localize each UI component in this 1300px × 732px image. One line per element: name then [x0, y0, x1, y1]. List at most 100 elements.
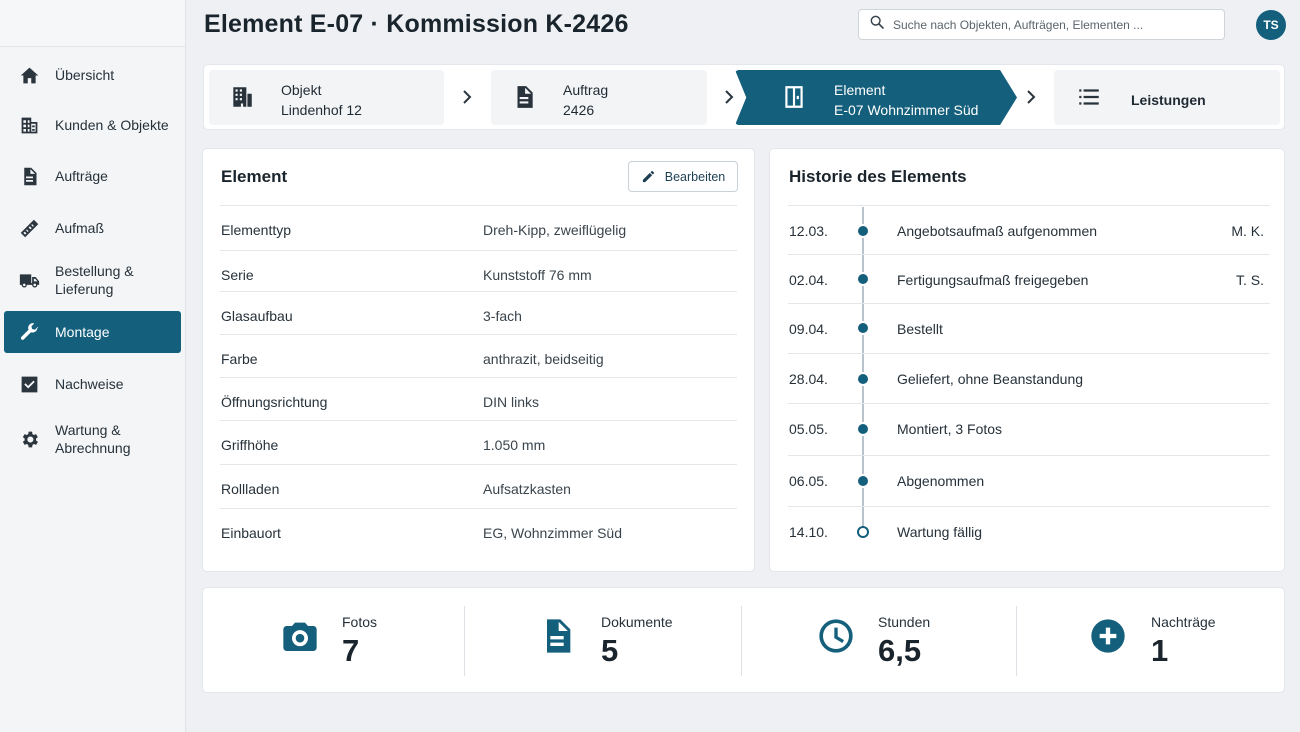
breadcrumb-item-leistungen[interactable]: Leistungen — [1054, 70, 1280, 125]
property-key: Öffnungsrichtung — [221, 394, 328, 410]
sidebar-header — [0, 0, 185, 47]
history-event: 02.04. Fertigungsaufmaß freigegeben T. S. — [788, 254, 1270, 305]
stat-value: 1 — [1151, 633, 1169, 668]
property-row: Rollladen Aufsatzkasten — [220, 464, 737, 507]
chevron-right-icon — [720, 87, 738, 107]
list-icon — [1076, 84, 1102, 110]
event-date: 06.05. — [789, 473, 828, 489]
edit-button-label: Bearbeiten — [664, 169, 726, 184]
clock-icon — [816, 616, 856, 656]
stat-label: Nachträge — [1151, 614, 1216, 630]
document-icon — [537, 616, 577, 656]
stat-dokumente[interactable]: Dokumente 5 — [465, 588, 742, 692]
divider — [741, 606, 742, 676]
property-row: Öffnungsrichtung DIN links — [220, 377, 737, 420]
breadcrumb-item-element[interactable]: Element E-07 Wohnzimmer Süd — [735, 70, 1017, 125]
stats-bar: Fotos 7 Dokumente 5 Stunden 6,5 Nachträg… — [202, 587, 1285, 693]
avatar[interactable]: TS — [1256, 10, 1286, 40]
plus-circle-icon — [1088, 616, 1128, 656]
ruler-icon — [18, 217, 40, 239]
property-key: Glasaufbau — [221, 308, 293, 324]
building-icon — [18, 114, 40, 136]
event-text: Montiert, 3 Fotos — [897, 421, 1003, 437]
window-icon — [781, 84, 807, 110]
property-key: Farbe — [221, 351, 258, 367]
breadcrumb: Objekt Lindenhof 12 Auftrag 2426 Element… — [203, 64, 1285, 130]
property-value: EG, Wohnzimmer Süd — [483, 525, 623, 541]
stat-value: 6,5 — [878, 633, 922, 668]
sidebar-item-aufmass[interactable]: Aufmaß — [4, 207, 181, 249]
wrench-icon — [18, 321, 40, 343]
divider — [464, 606, 465, 676]
sidebar-item-wartung-abrechnung[interactable]: Wartung & Abrechnung — [4, 417, 181, 461]
timeline-dot — [856, 474, 870, 488]
truck-icon — [18, 269, 40, 291]
stat-stunden[interactable]: Stunden 6,5 — [742, 588, 1016, 692]
event-date: 02.04. — [789, 272, 828, 288]
history-event: 06.05. Abgenommen — [788, 455, 1270, 506]
property-key: Einbauort — [221, 525, 281, 541]
property-key: Elementtyp — [221, 222, 292, 238]
breadcrumb-item-objekt[interactable]: Objekt Lindenhof 12 — [209, 70, 444, 125]
property-value: anthrazit, beidseitig — [483, 351, 604, 367]
property-row: Glasaufbau 3-fach — [220, 291, 737, 334]
event-date: 28.04. — [789, 371, 828, 387]
property-row: Einbauort EG, Wohnzimmer Süd — [220, 508, 737, 551]
property-row: Serie Kunststoff 76 mm — [220, 250, 737, 293]
sidebar-item-label: Montage — [55, 324, 110, 340]
sidebar-item-label: Bestellung & Lieferung — [55, 263, 134, 297]
event-user: T. S. — [1235, 272, 1264, 288]
document-icon — [18, 165, 40, 187]
event-text: Angebotsaufmaß aufgenommen — [897, 223, 1098, 239]
sidebar-item-uebersicht[interactable]: Übersicht — [4, 54, 181, 96]
edit-button[interactable]: Bearbeiten — [628, 161, 738, 192]
timeline-dot — [856, 224, 870, 238]
breadcrumb-value: Lindenhof 12 — [281, 102, 362, 118]
history-event: 14.10. Wartung fällig — [788, 506, 1270, 557]
sidebar-item-kunden-objekte[interactable]: Kunden & Objekte — [4, 104, 181, 146]
event-text: Wartung fällig — [897, 524, 983, 540]
event-text: Fertigungsaufmaß freigegeben — [897, 272, 1089, 288]
history-event: 05.05. Montiert, 3 Fotos — [788, 403, 1270, 454]
search-input[interactable] — [893, 17, 1213, 32]
history-panel-title: Historie des Elements — [789, 167, 967, 186]
event-date: 12.03. — [789, 223, 828, 239]
sidebar-item-auftraege[interactable]: Aufträge — [4, 155, 181, 197]
gear-icon — [18, 428, 40, 450]
timeline-dot — [856, 372, 870, 386]
event-text: Bestellt — [897, 321, 943, 337]
event-text: Abgenommen — [897, 473, 985, 489]
stat-value: 5 — [601, 633, 619, 668]
sidebar: Übersicht Kunden & Objekte Aufträge Aufm… — [0, 0, 186, 732]
timeline-dot-open — [857, 526, 869, 538]
breadcrumb-item-auftrag[interactable]: Auftrag 2426 — [491, 70, 707, 125]
sidebar-item-montage[interactable]: Montage — [4, 311, 181, 353]
event-date: 09.04. — [789, 321, 828, 337]
property-key: Rollladen — [221, 481, 280, 497]
event-date: 14.10. — [789, 524, 828, 540]
element-panel-title: Element — [221, 167, 288, 186]
property-value: Kunststoff 76 mm — [483, 267, 592, 283]
breadcrumb-label: Auftrag — [563, 82, 609, 98]
timeline-dot — [856, 272, 870, 286]
property-row: Farbe anthrazit, beidseitig — [220, 334, 737, 377]
checkbox-icon — [18, 373, 40, 395]
camera-icon — [280, 616, 320, 656]
page-title: Element E-07 · Kommission K-2426 — [204, 10, 629, 38]
building-icon — [229, 84, 255, 110]
sidebar-item-label: Kunden & Objekte — [55, 117, 169, 133]
stat-fotos[interactable]: Fotos 7 — [203, 588, 465, 692]
stat-nachtraege[interactable]: Nachträge 1 — [1017, 588, 1285, 692]
stat-label: Fotos — [342, 614, 378, 630]
divider — [1016, 606, 1017, 676]
breadcrumb-label: Objekt — [281, 82, 322, 98]
sidebar-item-nachweise[interactable]: Nachweise — [4, 363, 181, 405]
element-panel: Element Bearbeiten Elementtyp Dreh-Kipp, … — [202, 148, 755, 572]
breadcrumb-value: 2426 — [563, 102, 595, 118]
property-value: 3-fach — [483, 308, 522, 324]
sidebar-item-bestellung-lieferung[interactable]: Bestellung & Lieferung — [4, 258, 181, 302]
breadcrumb-label: Element — [834, 82, 886, 98]
search-box[interactable] — [858, 9, 1225, 40]
chevron-right-icon — [1022, 87, 1040, 107]
history-event: 28.04. Geliefert, ohne Beanstandung — [788, 353, 1270, 404]
